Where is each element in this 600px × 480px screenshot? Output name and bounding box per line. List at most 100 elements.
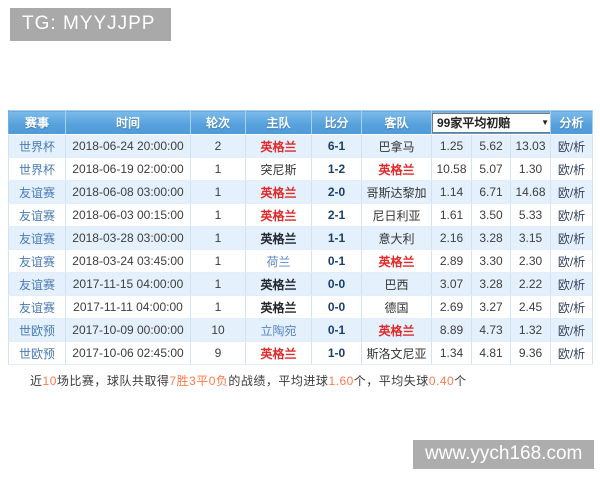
odds-value-3: 5.33 <box>510 203 551 227</box>
analysis-link[interactable]: 欧/析 <box>557 208 586 223</box>
table-row: 友谊赛 2018-06-03 00:15:00 1 英格兰 2-1 尼日利亚 1.61 3.5… <box>8 203 593 227</box>
away-team-cell: 哥斯达黎加 <box>361 180 432 204</box>
event-cell: 友谊赛 <box>8 226 66 250</box>
site-watermark: www.yych168.com <box>413 440 595 469</box>
away-team-cell: 巴西 <box>361 272 432 296</box>
league-link[interactable]: 世欧预 <box>18 346 55 361</box>
away-team-link[interactable]: 德国 <box>384 300 409 315</box>
analysis-link[interactable]: 欧/析 <box>557 277 586 292</box>
match-history-section: 赛事 时间 轮次 主队 比分 客队 99家平均初赔 ▼ 分析 世界杯 2018-0… <box>8 110 593 389</box>
analysis-link[interactable]: 欧/析 <box>557 300 586 315</box>
home-team-link[interactable]: 英格兰 <box>260 139 297 154</box>
header-odds: 99家平均初赔 ▼ <box>431 110 554 135</box>
home-team-link[interactable]: 立陶宛 <box>260 323 297 338</box>
odds-dropdown-label: 99家平均初赔 <box>437 116 511 130</box>
analysis-link[interactable]: 欧/析 <box>557 254 586 269</box>
analysis-link[interactable]: 欧/析 <box>557 346 586 361</box>
odds-value-2: 4.73 <box>471 318 511 342</box>
away-team-link[interactable]: 巴拿马 <box>378 139 415 154</box>
away-team-link[interactable]: 英格兰 <box>378 254 415 269</box>
round-number: 1 <box>190 295 246 319</box>
away-team-cell: 德国 <box>361 295 432 319</box>
odds-value-2: 3.30 <box>471 249 511 273</box>
odds-value-2: 4.81 <box>471 341 511 365</box>
home-team-cell: 英格兰 <box>245 134 312 158</box>
analysis-link[interactable]: 欧/析 <box>557 162 586 177</box>
odds-value-3: 2.30 <box>510 249 551 273</box>
league-link[interactable]: 友谊赛 <box>18 231 55 246</box>
away-team-link[interactable]: 哥斯达黎加 <box>366 185 427 200</box>
analysis-link[interactable]: 欧/析 <box>557 323 586 338</box>
round-number: 9 <box>190 341 246 365</box>
away-team-link[interactable]: 斯洛文尼亚 <box>366 346 427 361</box>
away-team-link[interactable]: 巴西 <box>384 277 409 292</box>
away-team-link[interactable]: 意大利 <box>378 231 415 246</box>
table-row: 世欧预 2017-10-09 00:00:00 10 立陶宛 0-1 英格兰 8.89 4.7… <box>8 318 593 342</box>
table-row: 友谊赛 2018-03-24 03:45:00 1 荷兰 0-1 英格兰 2.89 3.30 2… <box>8 249 593 273</box>
away-team-link[interactable]: 尼日利亚 <box>372 208 421 223</box>
odds-type-dropdown[interactable]: 99家平均初赔 ▼ <box>432 112 554 133</box>
table-row: 友谊赛 2018-03-28 03:00:00 1 英格兰 1-1 意大利 2.16 3.28… <box>8 226 593 250</box>
event-cell: 世界杯 <box>8 157 66 181</box>
match-score: 1-2 <box>311 157 362 181</box>
odds-value-1: 10.58 <box>431 157 472 181</box>
home-team-link[interactable]: 英格兰 <box>260 231 297 246</box>
odds-value-1: 8.89 <box>431 318 472 342</box>
league-link[interactable]: 友谊赛 <box>18 254 55 269</box>
match-score: 1-0 <box>311 341 362 365</box>
summary-highlight: 7胜3平0负 <box>169 374 229 388</box>
home-team-cell: 英格兰 <box>245 272 312 296</box>
home-team-link[interactable]: 英格兰 <box>260 185 297 200</box>
odds-value-2: 6.71 <box>471 180 511 204</box>
analysis-cell: 欧/析 <box>550 157 593 181</box>
table-header-row: 赛事 时间 轮次 主队 比分 客队 99家平均初赔 ▼ 分析 <box>8 110 593 135</box>
home-team-cell: 英格兰 <box>245 341 312 365</box>
analysis-link[interactable]: 欧/析 <box>557 139 586 154</box>
round-number: 1 <box>190 226 246 250</box>
league-link[interactable]: 友谊赛 <box>18 185 55 200</box>
table-row: 世欧预 2017-10-06 02:45:00 9 英格兰 1-0 斯洛文尼亚 1.34 4.… <box>8 341 593 365</box>
match-score: 0-0 <box>311 295 362 319</box>
home-team-link[interactable]: 突尼斯 <box>260 162 297 177</box>
away-team-link[interactable]: 英格兰 <box>378 162 415 177</box>
league-link[interactable]: 友谊赛 <box>18 300 55 315</box>
match-time: 2018-06-19 02:00:00 <box>65 157 191 181</box>
round-number: 1 <box>190 249 246 273</box>
header-round: 轮次 <box>190 110 246 135</box>
summary-text: 场比赛，球队共取得 <box>56 374 170 388</box>
league-link[interactable]: 友谊赛 <box>18 277 55 292</box>
event-cell: 友谊赛 <box>8 180 66 204</box>
league-link[interactable]: 世界杯 <box>18 162 55 177</box>
match-score: 0-1 <box>311 249 362 273</box>
round-number: 1 <box>190 157 246 181</box>
home-team-link[interactable]: 英格兰 <box>260 208 297 223</box>
away-team-link[interactable]: 英格兰 <box>378 323 415 338</box>
match-score: 2-1 <box>311 203 362 227</box>
match-time: 2017-11-15 04:00:00 <box>65 272 191 296</box>
match-score: 0-1 <box>311 318 362 342</box>
match-time: 2018-03-28 03:00:00 <box>65 226 191 250</box>
league-link[interactable]: 友谊赛 <box>18 208 55 223</box>
odds-value-3: 13.03 <box>510 134 551 158</box>
home-team-link[interactable]: 英格兰 <box>260 346 297 361</box>
league-link[interactable]: 世界杯 <box>18 139 55 154</box>
odds-value-3: 9.36 <box>510 341 551 365</box>
odds-value-1: 1.34 <box>431 341 472 365</box>
league-link[interactable]: 世欧预 <box>18 323 55 338</box>
analysis-link[interactable]: 欧/析 <box>557 231 586 246</box>
analysis-link[interactable]: 欧/析 <box>557 185 586 200</box>
match-time: 2017-10-06 02:45:00 <box>65 341 191 365</box>
home-team-cell: 英格兰 <box>245 180 312 204</box>
away-team-cell: 英格兰 <box>361 318 432 342</box>
analysis-cell: 欧/析 <box>550 318 593 342</box>
event-cell: 友谊赛 <box>8 203 66 227</box>
round-number: 2 <box>190 134 246 158</box>
table-row: 友谊赛 2018-06-08 03:00:00 1 英格兰 2-0 哥斯达黎加 1.14 6.… <box>8 180 593 204</box>
away-team-cell: 英格兰 <box>361 249 432 273</box>
home-team-link[interactable]: 荷兰 <box>266 254 291 269</box>
odds-value-1: 1.14 <box>431 180 472 204</box>
home-team-link[interactable]: 英格兰 <box>260 277 297 292</box>
home-team-link[interactable]: 英格兰 <box>260 300 297 315</box>
event-cell: 友谊赛 <box>8 249 66 273</box>
odds-value-2: 3.28 <box>471 226 511 250</box>
